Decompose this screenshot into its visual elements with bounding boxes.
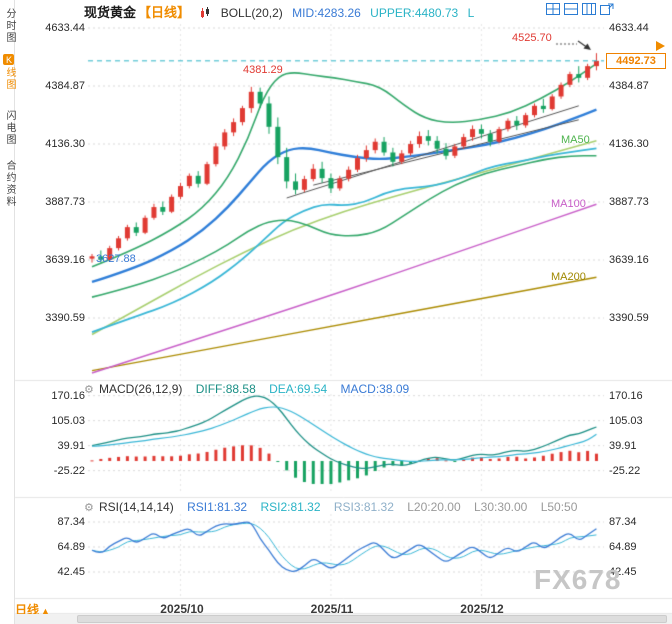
timeframe-label: 日线	[15, 603, 40, 617]
sidebar-item-contract-info[interactable]: 合约资料	[2, 160, 17, 208]
ma200-label: MA200	[551, 271, 586, 283]
dropdown-arrow-icon: ▲	[41, 606, 50, 616]
symbol-name: 现货黄金	[84, 5, 137, 20]
rsi-title: RSI(14,14,14)	[99, 500, 174, 514]
timeframe-dropdown[interactable]: 日线 ▲	[15, 601, 50, 618]
layout-grid-icon[interactable]	[546, 3, 560, 15]
price-axis-label: 3887.73	[609, 196, 649, 208]
macd-axis-label: -25.22	[53, 465, 85, 477]
peak-high-annotation: 4381.29	[243, 64, 283, 76]
layout-expand-icon[interactable]	[600, 3, 614, 15]
rsi2-value: RSI2:81.32	[260, 500, 321, 514]
macd-axis-label: 105.03	[609, 415, 643, 427]
latest-price-arrow-icon	[656, 41, 665, 51]
sidebar-item-time-chart[interactable]: 分时图	[2, 8, 17, 44]
watermark: FX678	[534, 564, 622, 595]
layout-rows-icon[interactable]	[564, 3, 578, 15]
rsi1-value: RSI1:81.32	[187, 500, 248, 514]
rsi-axis-label: 42.45	[57, 566, 85, 578]
x-axis-date: 2025/11	[310, 602, 354, 616]
rsi-axis-label: 42.45	[609, 566, 637, 578]
chart-header: 现货黄金 【日线】 BOLL(20,2) MID:4283.26 UPPER:44…	[84, 2, 480, 20]
rsi-l20-value: L20:20.00	[407, 500, 461, 514]
boll-upper-value: UPPER:4480.73	[370, 6, 459, 20]
rsi-axis-label: 64.89	[57, 541, 85, 553]
ma50-label: MA50	[561, 134, 590, 146]
sidebar-item-kline-chart[interactable]: K 线图	[2, 54, 17, 91]
boll-lower-value: L	[467, 6, 475, 20]
layout-columns-icon[interactable]	[582, 3, 596, 15]
rsi-axis-label: 64.89	[609, 541, 637, 553]
sidebar-item-label: 合约资料	[4, 160, 15, 208]
horizontal-scrollbar[interactable]	[15, 614, 672, 624]
rsi-settings-gear-icon[interactable]: ⚙	[84, 502, 94, 514]
rsi-axis-label: 87.34	[609, 516, 637, 528]
rsi-axis-label: 87.34	[57, 516, 85, 528]
macd-header: MACD(26,12,9) DIFF:88.58 DEA:69.54 MACD:…	[99, 382, 419, 396]
macd-dea-value: DEA:69.54	[269, 382, 328, 396]
timeframe-tag: 【日线】	[138, 5, 191, 20]
macd-settings-gear-icon[interactable]: ⚙	[84, 384, 94, 396]
macd-axis-label: 170.16	[51, 390, 85, 402]
price-axis-label: 4384.87	[45, 80, 85, 92]
macd-axis-label: 39.91	[57, 440, 85, 452]
sidebar-item-flash-chart[interactable]: 闪电图	[2, 110, 17, 146]
macd-axis-label: 170.16	[609, 390, 643, 402]
price-axis-label: 3390.59	[45, 312, 85, 324]
boll-mid-value: MID:4283.26	[292, 6, 361, 20]
sidebar-item-label: 闪电图	[4, 110, 15, 146]
kline-badge: K	[3, 54, 14, 65]
price-axis-label: 3887.73	[45, 196, 85, 208]
sidebar-item-label: 分时图	[4, 8, 15, 44]
macd-title: MACD(26,12,9)	[99, 382, 183, 396]
rsi-l50-value: L50:50	[540, 500, 578, 514]
last-price-tag: 4492.73	[606, 53, 666, 69]
scrollbar-thumb[interactable]	[77, 615, 667, 623]
boll-indicator-label: BOLL(20,2)	[220, 6, 283, 20]
macd-axis-label: 39.91	[609, 440, 637, 452]
price-axis-label: 4633.44	[45, 22, 85, 34]
macd-axis-label: 105.03	[51, 415, 85, 427]
price-axis-label: 4136.30	[45, 138, 85, 150]
x-axis-date: 2025/12	[460, 602, 504, 616]
macd-diff-value: DIFF:88.58	[195, 382, 256, 396]
sidebar-item-label: 线图	[4, 67, 15, 91]
price-axis-label: 3639.16	[45, 254, 85, 266]
price-axis-label: 4136.30	[609, 138, 649, 150]
macd-axis-label: -25.22	[609, 465, 641, 477]
rsi3-value: RSI3:81.32	[333, 500, 394, 514]
macd-macd-value: MACD:38.09	[340, 382, 410, 396]
rsi-l30-value: L30:30.00	[473, 500, 528, 514]
sidebar: 分时图 K 线图 闪电图 合约资料	[0, 0, 15, 624]
price-axis-label: 4633.44	[609, 22, 649, 34]
candlestick-icon	[199, 7, 211, 22]
price-axis-label: 4384.87	[609, 80, 649, 92]
rsi-header: RSI(14,14,14) RSI1:81.32 RSI2:81.32 RSI3…	[99, 500, 587, 514]
recent-high-annotation: 4525.70	[512, 32, 552, 44]
ma100-label: MA100	[551, 198, 586, 210]
x-axis-date: 2025/10	[160, 602, 204, 616]
early-low-annotation: 3627.88	[96, 253, 136, 265]
layout-toolbar	[546, 3, 614, 15]
price-axis-label: 3639.16	[609, 254, 649, 266]
price-axis-label: 3390.59	[609, 312, 649, 324]
